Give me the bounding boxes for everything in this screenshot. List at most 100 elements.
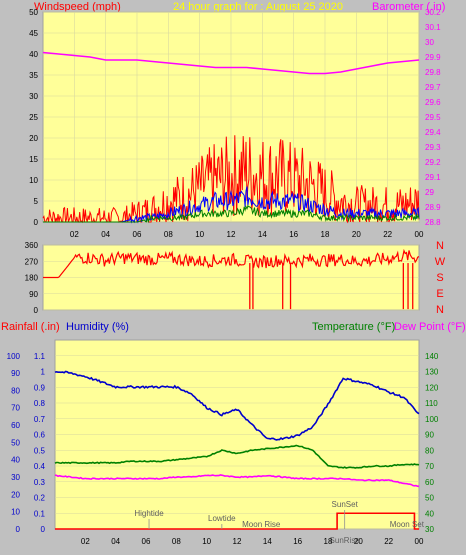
compass-letter: S [436, 272, 443, 284]
graph-date-title: 24 hour graph for : August 25 2020 [173, 1, 343, 13]
dewpoint-legend: Dew Point (°F) [394, 321, 466, 333]
annotation-label: Lowtide [208, 514, 236, 523]
direction-axis: 0 90 180 270 360 [25, 241, 39, 315]
temp-hour-label: 14 [263, 537, 272, 546]
humidity-tick-label: 10 [11, 508, 20, 517]
temperature-tick-label: 120 [425, 383, 439, 392]
wind-hour-label: 20 [352, 230, 361, 239]
barometer-tick-label: 29.8 [425, 68, 441, 77]
direction-tick-label: 360 [25, 241, 39, 250]
astro-annotations: Hightide Lowtide Moon Rise SunSet SunRise Moo… [134, 500, 424, 545]
temperature-tick-label: 40 [425, 509, 434, 518]
temperature-tick-label: 60 [425, 478, 434, 487]
barometer-tick-label: 29.1 [425, 173, 441, 182]
wind-series-group [42, 51, 420, 224]
rainfall-series-line [55, 512, 419, 530]
rainfall-tick-label: 0.3 [34, 478, 46, 487]
direction-tick-label: 180 [25, 274, 39, 283]
annotation-label: SunSet [332, 500, 359, 509]
windspeed-tick-label: 45 [29, 29, 38, 38]
windspeed-tick-label: 30 [29, 92, 38, 101]
wind-hour-label: 18 [321, 230, 330, 239]
wind-low-line [43, 204, 420, 224]
barometer-tick-label: 29.3 [425, 143, 441, 152]
humidity-tick-label: 50 [11, 438, 20, 447]
compass-letter: N [436, 240, 444, 252]
humidity-tick-label: 20 [11, 490, 20, 499]
rainfall-tick-label: 0.2 [34, 494, 46, 503]
temp-time-axis: 02 04 06 08 10 12 14 16 18 20 22 00 [81, 537, 424, 546]
barometer-tick-label: 30.1 [425, 23, 441, 32]
rainfall-tick-label: 0.7 [34, 415, 46, 424]
windspeed-tick-label: 5 [34, 197, 39, 206]
windspeed-tick-label: 20 [29, 134, 38, 143]
rainfall-tick-label: 0 [41, 525, 46, 534]
rainfall-tick-label: 0.4 [34, 462, 46, 471]
barometer-axis: 28.8 28.9 29 29.1 29.2 29.3 29.4 29.5 29.6 29.7 29… [425, 8, 441, 227]
direction-tick-label: 0 [34, 306, 39, 315]
compass-letter: N [436, 304, 444, 316]
humidity-axis: 0 10 20 30 40 50 60 70 80 90 100 [7, 352, 21, 534]
rainfall-tick-label: 0.5 [34, 446, 46, 455]
humidity-series-line [54, 370, 420, 441]
windspeed-tick-label: 40 [29, 50, 38, 59]
wind-hour-label: 02 [70, 230, 79, 239]
barometer-tick-label: 29.2 [425, 158, 441, 167]
direction-series-group [43, 248, 420, 310]
direction-tick-label: 90 [29, 290, 38, 299]
temperature-tick-label: 110 [425, 399, 438, 408]
wind-hour-label: 12 [227, 230, 236, 239]
barometer-axis-title: Barometer (.in) [372, 1, 445, 13]
temp-hour-label: 22 [384, 537, 393, 546]
barometer-tick-label: 30 [425, 38, 434, 47]
temperature-tick-label: 130 [425, 368, 439, 377]
wind-gust-line [42, 135, 420, 224]
annotation-label: Hightide [134, 509, 164, 518]
direction-series-line [43, 248, 420, 279]
dewpoint-series-line [54, 474, 420, 488]
temperature-tick-label: 100 [425, 415, 439, 424]
rainfall-tick-label: 0.8 [34, 399, 46, 408]
barometer-tick-label: 29.9 [425, 53, 441, 62]
barometer-tick-label: 28.8 [425, 218, 441, 227]
rainfall-tick-label: 1 [41, 368, 46, 377]
temperature-tick-label: 80 [425, 446, 434, 455]
barometer-series-line [42, 51, 420, 75]
wind-hour-label: 10 [195, 230, 204, 239]
windspeed-axis: 0 5 10 15 20 25 30 35 40 45 50 [29, 8, 38, 227]
wind-hour-label: 22 [383, 230, 392, 239]
humidity-tick-label: 0 [16, 525, 21, 534]
humidity-tick-label: 80 [11, 386, 20, 395]
temp-hour-label: 18 [324, 537, 333, 546]
barometer-tick-label: 29.7 [425, 83, 441, 92]
temp-hour-label: 10 [202, 537, 211, 546]
windspeed-tick-label: 15 [29, 155, 38, 164]
temperature-axis: 30 40 50 60 70 80 90 100 110 120 130 140 [425, 352, 439, 534]
wind-hour-label: 14 [258, 230, 267, 239]
wind-hour-label: 00 [415, 230, 424, 239]
barometer-tick-label: 30.2 [425, 8, 441, 17]
temperature-tick-label: 70 [425, 462, 434, 471]
rainfall-legend: Rainfall (.in) [1, 321, 60, 333]
temperature-series-line [54, 444, 420, 469]
windspeed-tick-label: 0 [34, 218, 39, 227]
wind-hour-label: 06 [133, 230, 142, 239]
temp-hour-label: 12 [233, 537, 242, 546]
temp-hour-label: 20 [354, 537, 363, 546]
windspeed-axis-title: Windspeed (mph) [34, 1, 121, 13]
humidity-legend: Humidity (%) [66, 321, 129, 333]
windspeed-tick-label: 25 [29, 113, 38, 122]
humidity-tick-label: 90 [11, 369, 20, 378]
rainfall-tick-label: 1.1 [34, 352, 46, 361]
humidity-tick-label: 40 [11, 456, 20, 465]
temp-hour-label: 06 [142, 537, 151, 546]
windspeed-tick-label: 50 [29, 8, 38, 17]
rainfall-tick-label: 0.1 [34, 509, 46, 518]
rainfall-tick-label: 0.6 [34, 431, 46, 440]
temp-series-group [54, 370, 420, 530]
humidity-tick-label: 60 [11, 421, 20, 430]
humidity-tick-label: 30 [11, 473, 20, 482]
rainfall-axis: 0 0.1 0.2 0.3 0.4 0.5 0.6 0.7 0.8 0.9 1 1.1 [34, 352, 46, 534]
barometer-tick-label: 28.9 [425, 203, 441, 212]
